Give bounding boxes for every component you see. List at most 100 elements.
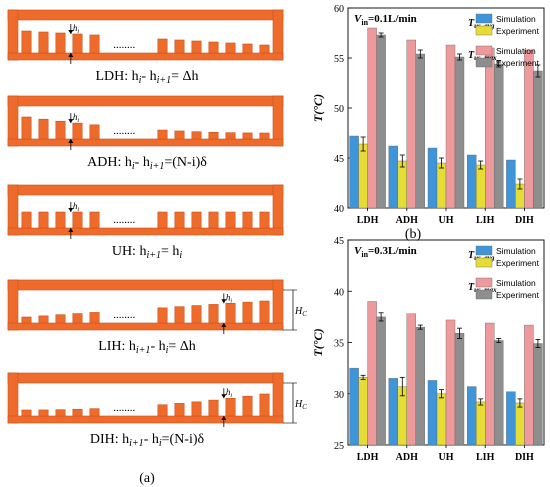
h-sub: i bbox=[230, 298, 232, 304]
bar bbox=[524, 324, 534, 446]
x-tick-label: LDH bbox=[357, 452, 379, 463]
fin bbox=[191, 131, 202, 140]
legend-label: Simulation bbox=[496, 46, 536, 56]
x-tick-label: ADH bbox=[396, 215, 418, 226]
eq-sub: i+1 bbox=[150, 161, 165, 172]
fin bbox=[72, 33, 83, 54]
bar bbox=[467, 154, 477, 209]
panel-label-b: (b) bbox=[405, 227, 422, 242]
bar bbox=[436, 393, 447, 446]
hc-label: HC bbox=[294, 399, 307, 411]
top-plate bbox=[7, 184, 284, 196]
bar bbox=[388, 378, 398, 446]
fin bbox=[157, 404, 168, 417]
ann-main: V bbox=[354, 245, 363, 257]
eq-part: ADH: h bbox=[87, 155, 132, 170]
arrow-head bbox=[68, 30, 74, 34]
fin bbox=[225, 211, 236, 229]
bar bbox=[476, 164, 486, 209]
chart-top: 40 45 50 55 60 T(°C) LDH ADH UH LIH DIH Vin=0.1L/mi… bbox=[311, 4, 545, 226]
y-tick-label: 25 bbox=[334, 441, 344, 452]
bar bbox=[349, 135, 359, 209]
scheme-equation: UH: hi+1= hi bbox=[112, 244, 183, 261]
legend-swatch bbox=[475, 45, 493, 56]
x-tick-label: LIH bbox=[476, 452, 495, 463]
bar bbox=[467, 386, 477, 446]
bar bbox=[358, 143, 368, 209]
legend-label: Experiment bbox=[496, 58, 540, 68]
eq-sub: i+1 bbox=[136, 345, 151, 356]
scheme-equation: LDH: hi- hi+1= Δh bbox=[95, 69, 198, 86]
arrow-head bbox=[68, 228, 74, 232]
fin bbox=[21, 116, 32, 140]
legend-label: Simulation bbox=[496, 278, 536, 288]
eq-sub: i bbox=[159, 438, 162, 449]
fin bbox=[55, 211, 66, 229]
bar bbox=[406, 313, 416, 446]
bar bbox=[454, 56, 465, 209]
ann-rest: =0.3L/min bbox=[368, 245, 417, 257]
bar bbox=[388, 145, 398, 209]
y-tick-label: 30 bbox=[334, 390, 344, 401]
fin bbox=[208, 399, 219, 417]
top-plate bbox=[7, 279, 284, 291]
legend-title-main: T bbox=[468, 250, 475, 261]
arrow-head bbox=[221, 394, 227, 399]
bar bbox=[415, 326, 425, 446]
top-plate bbox=[7, 95, 284, 107]
right-wall bbox=[272, 9, 284, 61]
top-plate bbox=[7, 372, 284, 384]
fin bbox=[72, 313, 83, 324]
hc-sub: C bbox=[302, 310, 307, 318]
y-tick-label: 50 bbox=[334, 104, 344, 115]
eq-sub: i bbox=[139, 75, 142, 86]
bar bbox=[358, 377, 368, 446]
fin bbox=[225, 42, 236, 54]
y-axis-label: T(°C) bbox=[311, 94, 325, 122]
left-wall bbox=[7, 184, 19, 236]
arrow-head bbox=[221, 299, 227, 304]
top-plate bbox=[7, 9, 284, 21]
fin bbox=[89, 211, 100, 229]
eq-sub: i+1 bbox=[129, 438, 144, 449]
eq-part: = Δh bbox=[171, 69, 198, 84]
fin bbox=[259, 44, 270, 54]
fin bbox=[191, 211, 202, 229]
fin bbox=[157, 211, 168, 229]
left-wall bbox=[7, 279, 19, 331]
hc-main: H bbox=[294, 306, 303, 317]
right-wall bbox=[272, 372, 284, 424]
h-main: h bbox=[73, 23, 78, 33]
fin bbox=[259, 300, 270, 324]
y-tick-label: 60 bbox=[334, 4, 344, 15]
ann-sub: in bbox=[361, 250, 368, 259]
fin bbox=[225, 302, 236, 324]
eq-part: =(N-i)δ bbox=[164, 155, 207, 170]
bar bbox=[376, 34, 386, 209]
x-tick-label: LDH bbox=[357, 215, 379, 226]
fin bbox=[157, 129, 168, 140]
legend-swatch bbox=[475, 257, 493, 268]
legend-label: Experiment bbox=[496, 258, 540, 268]
x-tick-label: DIH bbox=[515, 215, 534, 226]
scheme-equation: LIH: hi+1- hi= Δh bbox=[98, 339, 196, 356]
fin bbox=[21, 316, 32, 324]
legend-title-main: T bbox=[468, 18, 475, 29]
fin bbox=[242, 211, 253, 229]
fin bbox=[89, 124, 100, 140]
eq-sub: i bbox=[179, 250, 182, 261]
fin bbox=[259, 393, 270, 417]
bar bbox=[406, 39, 416, 209]
fin bbox=[174, 130, 185, 140]
fin bbox=[55, 32, 66, 54]
y-axis-label: T(°C) bbox=[311, 328, 325, 356]
base-plate bbox=[7, 415, 284, 424]
bar bbox=[349, 367, 359, 446]
fin bbox=[191, 40, 202, 54]
left-wall bbox=[7, 372, 19, 424]
h-main: h bbox=[226, 387, 231, 397]
